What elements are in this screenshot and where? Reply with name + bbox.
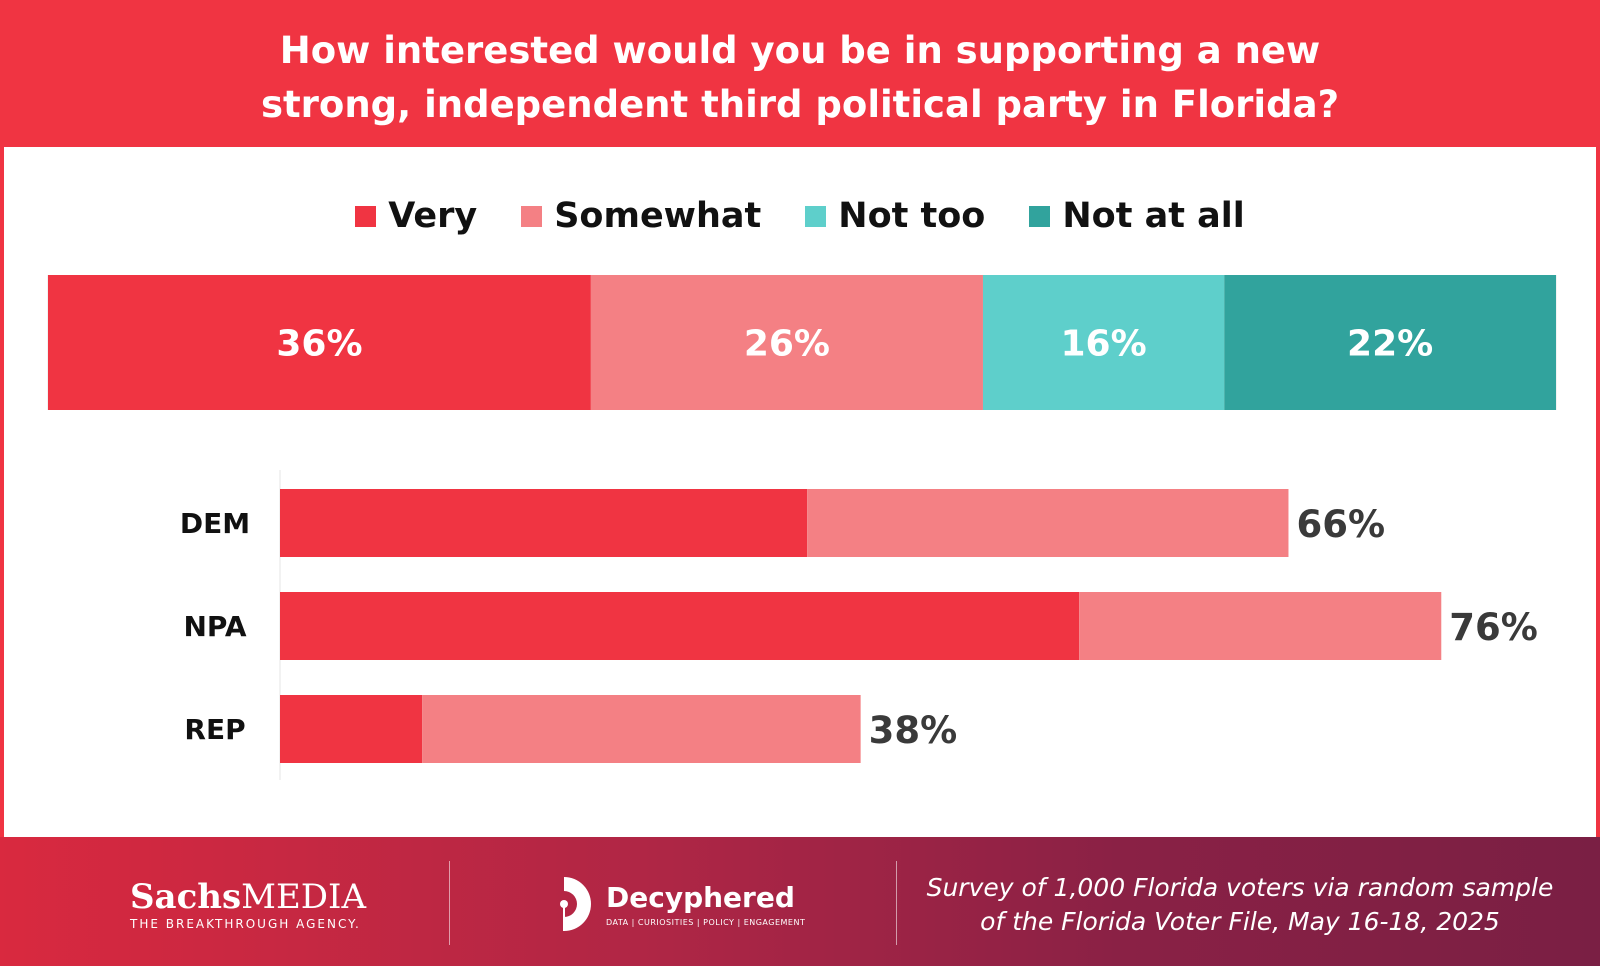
decyphered-tagline: DATA | CURIOSITIES | POLICY | ENGAGEMENT (606, 917, 806, 927)
footer-divider-1 (449, 861, 450, 945)
sachs-tagline: THE BREAKTHROUGH AGENCY. (130, 917, 361, 931)
chart-canvas: 36% 26% 16% 22% DEM 66% NPA 76% REP 38% (47, 275, 1557, 780)
legend-label-not-too: Not too (838, 196, 986, 236)
category-label-dem: DEM (180, 507, 250, 540)
party-bar-dem-somewhat (807, 489, 1289, 557)
legend-item-not-at-all: Not at all (1029, 196, 1245, 236)
overall-bar-segment-not-at-all (1224, 275, 1556, 410)
legend-item-somewhat: Somewhat (521, 196, 761, 236)
overall-data-label: 16% (1061, 324, 1147, 365)
overall-data-label: 36% (276, 324, 362, 365)
legend-item-not-too: Not too (805, 196, 985, 236)
title-line-1: How interested would you be in supportin… (279, 29, 1321, 72)
party-bar-rep-somewhat (422, 695, 861, 763)
legend-label-very: Very (388, 196, 478, 236)
decyphered-name: Decyphered (606, 880, 795, 914)
legend-swatch-very (355, 205, 377, 227)
legend-swatch-not-too (805, 205, 827, 227)
sachs-logo-bold: Sachs (130, 877, 242, 917)
overall-bar-segment-not-too (982, 275, 1225, 410)
party-bar-npa-very (280, 592, 1080, 660)
legend: Very Somewhat Not too Not at all (0, 196, 1600, 236)
decyphered-mark-icon (560, 877, 591, 931)
total-label-rep: 38% (869, 709, 958, 752)
category-label-rep: REP (184, 713, 245, 746)
footer-divider-2 (896, 861, 897, 945)
frame-left-border (0, 147, 4, 837)
legend-label-not-at-all: Not at all (1062, 196, 1245, 236)
overall-data-label: 26% (744, 324, 830, 365)
party-bar-npa-somewhat (1079, 592, 1442, 660)
sachs-media-logo: SachsMEDIA THE BREAKTHROUGH AGENCY. (130, 879, 366, 931)
party-bar-dem-very (280, 489, 808, 557)
chart-title: How interested would you be in supportin… (0, 24, 1600, 132)
legend-swatch-somewhat (521, 205, 543, 227)
total-label-dem: 66% (1296, 503, 1385, 546)
sachs-logo-light: MEDIA (241, 877, 367, 917)
decyphered-logo: Decyphered DATA | CURIOSITIES | POLICY |… (556, 873, 805, 935)
overall-bar-segment-very (48, 275, 591, 410)
legend-item-very: Very (355, 196, 477, 236)
header-banner: How interested would you be in supportin… (0, 0, 1600, 147)
overall-data-label: 22% (1347, 324, 1433, 365)
survey-note: Survey of 1,000 Florida voters via rando… (900, 871, 1580, 939)
survey-line-2: of the Florida Voter File, May 16-18, 20… (980, 907, 1500, 936)
legend-label-somewhat: Somewhat (554, 196, 762, 236)
category-label-npa: NPA (183, 610, 246, 643)
overall-bar-segment-somewhat (590, 275, 983, 410)
party-bar-rep-very (280, 695, 423, 763)
total-label-npa: 76% (1449, 606, 1538, 649)
legend-swatch-not-at-all (1029, 205, 1051, 227)
footer-band: SachsMEDIA THE BREAKTHROUGH AGENCY. Decy… (0, 837, 1600, 966)
survey-line-1: Survey of 1,000 Florida voters via rando… (926, 873, 1554, 902)
title-line-2: strong, independent third political part… (260, 83, 1340, 126)
frame-right-border (1596, 147, 1600, 837)
